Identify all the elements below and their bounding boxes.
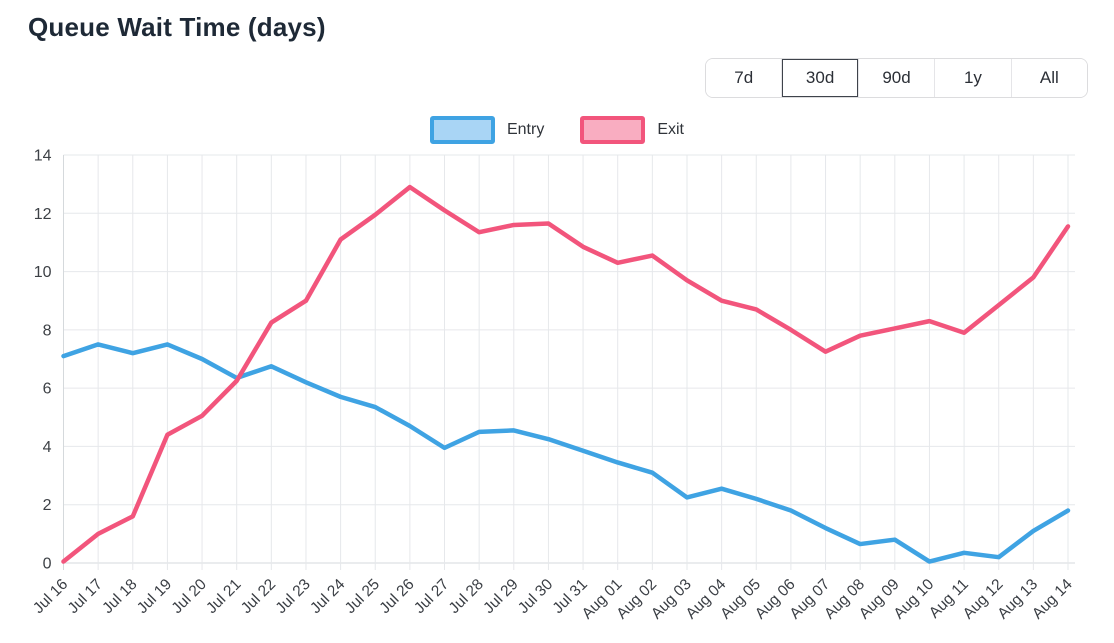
svg-text:Jul 28: Jul 28 — [446, 576, 487, 617]
svg-text:Jul 25: Jul 25 — [342, 576, 383, 617]
svg-text:10: 10 — [34, 264, 52, 281]
svg-text:Jul 27: Jul 27 — [411, 576, 452, 617]
svg-text:Jul 20: Jul 20 — [169, 576, 211, 618]
svg-text:12: 12 — [34, 206, 52, 223]
legend-item-exit[interactable]: Exit — [580, 116, 684, 144]
page-title: Queue Wait Time (days) — [28, 12, 326, 42]
legend-label-entry: Entry — [506, 121, 545, 138]
entry-swatch — [429, 116, 495, 144]
svg-text:Jul 21: Jul 21 — [203, 576, 244, 617]
svg-text:14: 14 — [34, 148, 52, 165]
svg-text:Jul 24: Jul 24 — [307, 576, 349, 618]
range-button-1y[interactable]: 1y — [934, 59, 1011, 97]
time-range-selector: 7d 30d 90d 1y All — [705, 58, 1088, 98]
range-button-30d[interactable]: 30d — [781, 59, 858, 97]
svg-text:2: 2 — [43, 497, 52, 514]
exit-line — [61, 184, 1071, 564]
svg-text:Jul 29: Jul 29 — [480, 576, 521, 617]
legend-label-exit: Exit — [657, 121, 684, 138]
legend-item-entry[interactable]: Entry — [429, 116, 545, 144]
svg-text:Jul 30: Jul 30 — [515, 576, 557, 618]
svg-text:Jul 18: Jul 18 — [99, 576, 140, 617]
range-button-7d[interactable]: 7d — [706, 59, 782, 97]
svg-text:Aug 14: Aug 14 — [1029, 576, 1076, 623]
svg-text:Jul 23: Jul 23 — [273, 576, 314, 617]
svg-text:8: 8 — [43, 322, 52, 339]
svg-text:4: 4 — [43, 439, 52, 456]
svg-text:Jul 26: Jul 26 — [376, 576, 417, 617]
svg-text:0: 0 — [43, 556, 52, 573]
svg-text:Jul 19: Jul 19 — [134, 576, 175, 617]
svg-text:Jul 22: Jul 22 — [238, 576, 279, 617]
chart-legend: Entry Exit — [0, 115, 1114, 145]
svg-text:6: 6 — [43, 381, 52, 398]
range-button-90d[interactable]: 90d — [857, 59, 935, 97]
range-button-all[interactable]: All — [1010, 59, 1087, 97]
entry-line — [61, 342, 1071, 564]
exit-swatch — [580, 116, 646, 144]
svg-text:Jul 16: Jul 16 — [30, 576, 71, 617]
svg-text:Jul 17: Jul 17 — [65, 576, 106, 617]
